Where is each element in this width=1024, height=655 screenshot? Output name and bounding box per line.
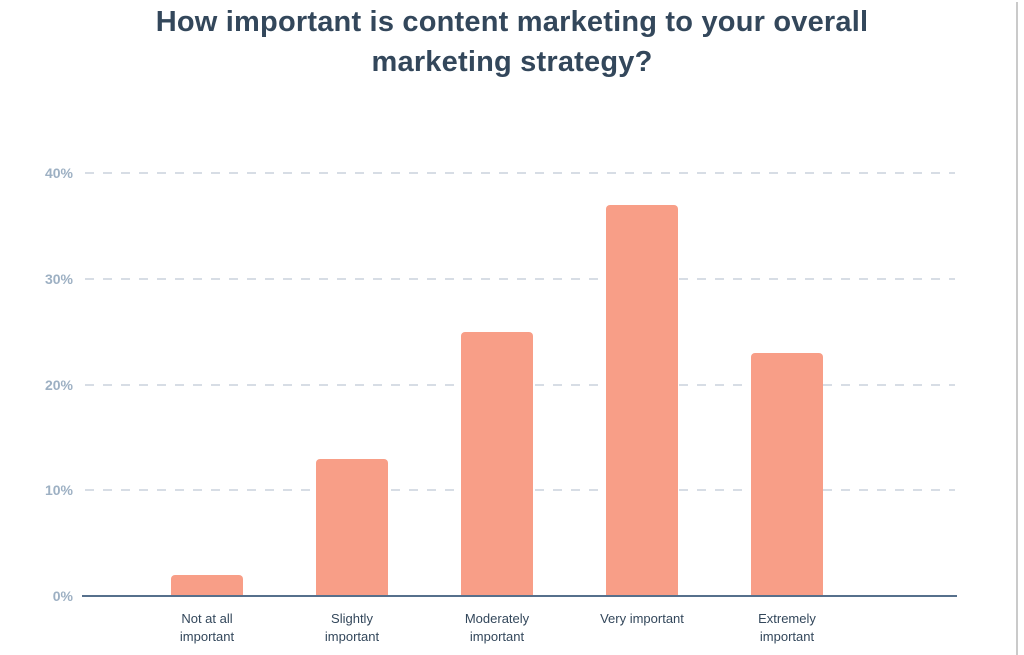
bar-chart: 0% 10% 20% 30% 40% Not at all important Sligh… — [45, 165, 957, 644]
x-axis-baseline — [82, 595, 957, 597]
y-tick-label: 30% — [44, 270, 73, 287]
x-category-label: Slightly important — [324, 611, 380, 644]
x-category-label: Very important — [600, 611, 684, 626]
bar-column: Very important — [600, 173, 684, 626]
x-category-label: Extremely important — [758, 611, 816, 644]
bar — [606, 204, 678, 596]
x-category-label: Moderately important — [464, 611, 530, 644]
bar — [316, 458, 388, 596]
y-tick-label: 20% — [44, 376, 73, 393]
bars-row: Not at all important Slightly important Mo… — [85, 173, 955, 644]
bar-column: Moderately important — [461, 173, 533, 644]
bar — [751, 352, 823, 596]
plot-area: 0% 10% 20% 30% 40% Not at all important Sligh… — [45, 165, 957, 644]
bar-column: Slightly important — [316, 173, 388, 644]
bar — [461, 331, 533, 596]
bar-column: Extremely important — [751, 173, 823, 644]
chart-title: How important is content marketing to yo… — [155, 6, 869, 78]
y-tick-label: 0% — [52, 588, 73, 604]
gridline — [85, 172, 955, 174]
y-tick-label: 40% — [44, 165, 73, 181]
gridline — [85, 277, 955, 280]
y-tick-label: 10% — [44, 482, 73, 499]
page-edge-line — [1016, 2, 1018, 655]
bar-column: Not at all important — [171, 173, 243, 644]
bar — [171, 574, 243, 596]
x-category-label: Not at all important — [179, 611, 235, 644]
